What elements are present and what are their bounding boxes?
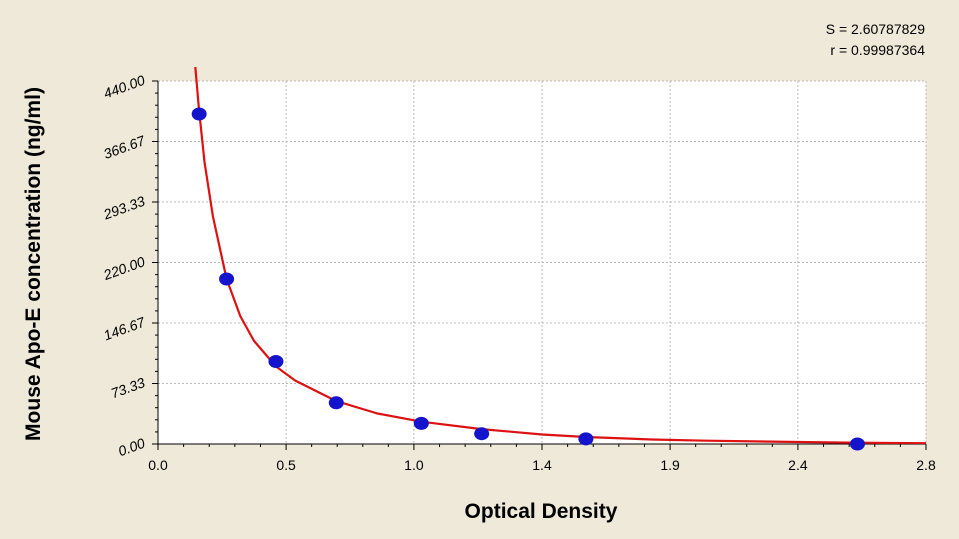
x-tick-label: 1.0 <box>404 457 424 473</box>
data-point <box>328 396 344 410</box>
data-point <box>578 432 594 446</box>
y-tick-label: 293.33 <box>100 193 147 223</box>
fit-curve <box>194 66 926 444</box>
data-point <box>849 437 865 451</box>
y-tick-label: 73.33 <box>109 374 148 401</box>
y-tick-label: 440.00 <box>101 72 147 102</box>
fit-curve-layer <box>194 66 926 444</box>
x-tick-label: 1.9 <box>660 457 680 473</box>
x-tick-label: 1.4 <box>532 457 552 473</box>
x-axis-title: Optical Density <box>464 500 618 523</box>
data-point <box>268 355 284 368</box>
data-point <box>413 416 429 430</box>
data-points <box>191 107 865 451</box>
s-statistic: S = 2.60787829 <box>825 21 925 37</box>
data-point <box>191 107 207 121</box>
x-tick-label: 0.5 <box>276 457 296 473</box>
y-tick-label: 146.67 <box>101 313 148 343</box>
data-point <box>219 272 235 286</box>
x-tick-label: 2.4 <box>788 457 808 473</box>
gridlines <box>158 80 927 444</box>
y-tick-label: 0.00 <box>116 435 147 459</box>
data-point <box>474 427 490 441</box>
y-tick-label: 366.67 <box>101 132 148 162</box>
r-statistic: r = 0.99987364 <box>830 42 925 58</box>
y-tick-label: 220.00 <box>100 253 147 283</box>
x-tick-label: 2.8 <box>916 457 936 473</box>
y-axis-title: Mouse Apo-E concentration (ng/ml) <box>22 87 45 441</box>
x-tick-label: 0.0 <box>148 457 168 473</box>
